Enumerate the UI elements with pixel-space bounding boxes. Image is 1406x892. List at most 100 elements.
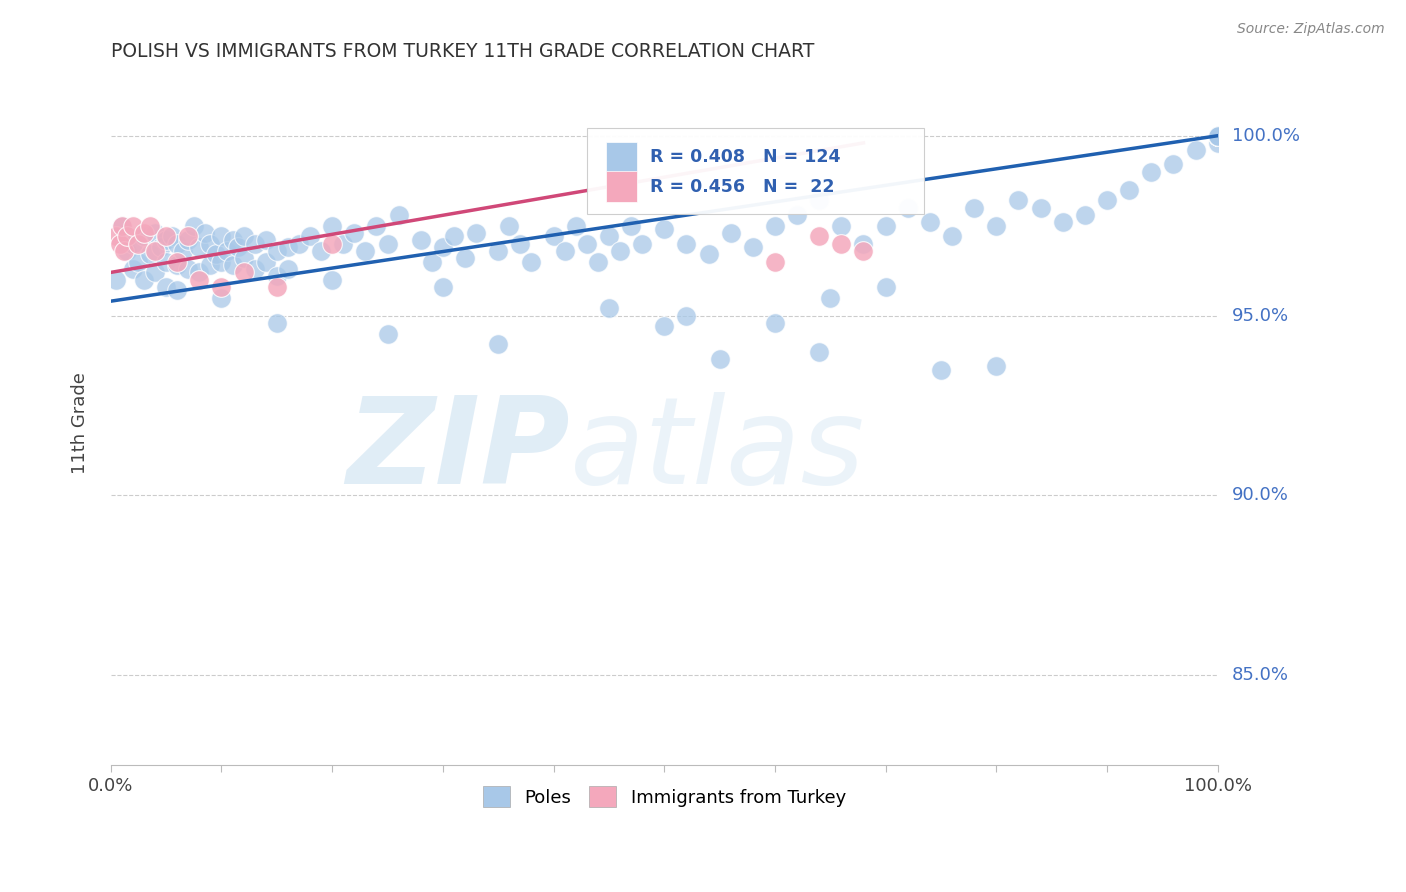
- Point: [221, 258, 243, 272]
- Point: [1206, 128, 1229, 143]
- Point: [598, 301, 620, 316]
- Point: [266, 268, 288, 283]
- Point: [875, 219, 897, 233]
- Point: [200, 236, 222, 251]
- Point: [443, 229, 465, 244]
- Point: [897, 201, 920, 215]
- Point: [111, 219, 134, 233]
- Point: [720, 226, 742, 240]
- Point: [520, 254, 543, 268]
- Point: [138, 247, 160, 261]
- Point: [138, 219, 160, 233]
- Point: [108, 236, 131, 251]
- Point: [1206, 128, 1229, 143]
- Point: [1206, 128, 1229, 143]
- Point: [387, 208, 409, 222]
- Point: [243, 261, 266, 276]
- Point: [564, 219, 586, 233]
- Point: [963, 201, 986, 215]
- Point: [1184, 143, 1206, 157]
- Point: [631, 236, 654, 251]
- Point: [277, 240, 299, 254]
- Text: 100.0%: 100.0%: [1232, 127, 1299, 145]
- Point: [122, 219, 145, 233]
- Point: [221, 233, 243, 247]
- Point: [808, 229, 831, 244]
- Point: [509, 236, 531, 251]
- Point: [620, 219, 643, 233]
- Point: [586, 254, 609, 268]
- Point: [598, 229, 620, 244]
- Point: [652, 319, 675, 334]
- Point: [188, 240, 211, 254]
- Point: [1163, 157, 1185, 171]
- Point: [652, 222, 675, 236]
- Point: [852, 236, 875, 251]
- Point: [105, 229, 128, 244]
- Text: R = 0.456   N =  22: R = 0.456 N = 22: [650, 178, 834, 195]
- Point: [941, 229, 963, 244]
- Legend: Poles, Immigrants from Turkey: Poles, Immigrants from Turkey: [475, 779, 853, 814]
- Point: [432, 280, 454, 294]
- Point: [243, 236, 266, 251]
- Point: [211, 229, 233, 244]
- FancyBboxPatch shape: [586, 128, 924, 214]
- Point: [183, 219, 205, 233]
- Point: [377, 236, 399, 251]
- Point: [200, 258, 222, 272]
- Point: [266, 244, 288, 258]
- Point: [211, 291, 233, 305]
- Point: [122, 261, 145, 276]
- Point: [166, 254, 188, 268]
- Point: [194, 226, 217, 240]
- Text: Source: ZipAtlas.com: Source: ZipAtlas.com: [1237, 22, 1385, 37]
- Point: [498, 219, 520, 233]
- Point: [763, 316, 786, 330]
- Point: [366, 219, 388, 233]
- Point: [454, 251, 477, 265]
- Point: [177, 233, 200, 247]
- Point: [763, 219, 786, 233]
- Point: [929, 362, 952, 376]
- Point: [486, 244, 509, 258]
- Point: [343, 226, 366, 240]
- Point: [741, 240, 763, 254]
- Point: [155, 280, 177, 294]
- Point: [763, 254, 786, 268]
- Point: [205, 247, 228, 261]
- Point: [808, 194, 831, 208]
- Point: [1206, 128, 1229, 143]
- Text: atlas: atlas: [571, 392, 866, 509]
- Point: [321, 236, 343, 251]
- Point: [309, 244, 332, 258]
- Point: [1206, 136, 1229, 150]
- Point: [420, 254, 443, 268]
- Text: ZIP: ZIP: [346, 392, 571, 509]
- Point: [1095, 194, 1118, 208]
- Text: R = 0.408   N = 124: R = 0.408 N = 124: [650, 148, 841, 166]
- Point: [155, 229, 177, 244]
- Point: [986, 219, 1008, 233]
- Point: [575, 236, 598, 251]
- Point: [1029, 201, 1052, 215]
- Point: [122, 236, 145, 251]
- Point: [232, 251, 254, 265]
- Point: [232, 229, 254, 244]
- Point: [918, 215, 941, 229]
- Point: [143, 265, 166, 279]
- Point: [166, 258, 188, 272]
- Point: [215, 244, 238, 258]
- Point: [166, 236, 188, 251]
- Point: [143, 226, 166, 240]
- Point: [172, 244, 194, 258]
- Point: [465, 226, 488, 240]
- Bar: [606, 171, 637, 202]
- Point: [786, 208, 808, 222]
- Text: 85.0%: 85.0%: [1232, 666, 1289, 684]
- Point: [830, 219, 852, 233]
- Point: [1206, 128, 1229, 143]
- Point: [149, 240, 172, 254]
- Point: [132, 226, 155, 240]
- Point: [111, 219, 134, 233]
- Point: [188, 265, 211, 279]
